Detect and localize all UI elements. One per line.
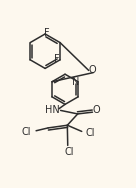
Text: Cl: Cl	[86, 128, 95, 138]
Text: Cl: Cl	[65, 147, 75, 157]
Text: O: O	[89, 65, 97, 75]
Text: Cl: Cl	[21, 127, 31, 137]
Text: F: F	[44, 28, 50, 38]
Text: HN: HN	[45, 105, 59, 115]
Text: O: O	[93, 105, 100, 115]
Text: F: F	[54, 54, 60, 64]
Text: N: N	[72, 77, 80, 87]
